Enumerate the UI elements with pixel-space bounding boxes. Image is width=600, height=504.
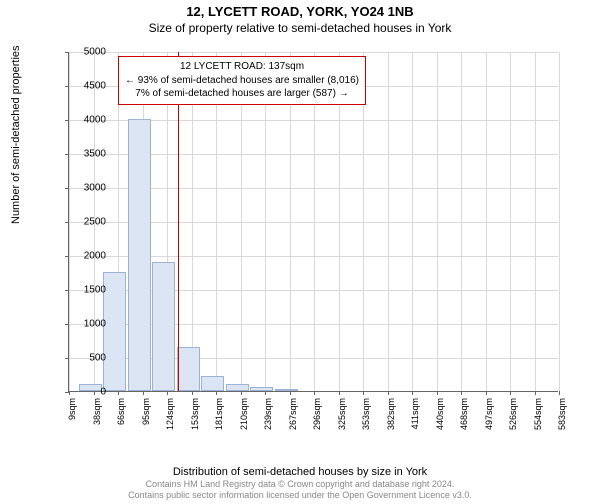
xtick-mark xyxy=(510,391,511,395)
xtick-mark xyxy=(94,391,95,395)
xtick-mark xyxy=(363,391,364,395)
histogram-bar xyxy=(275,389,298,391)
ytick-label: 1000 xyxy=(84,319,106,330)
xtick-label: 153sqm xyxy=(190,398,200,430)
xtick-label: 296sqm xyxy=(312,398,322,430)
xtick-mark xyxy=(241,391,242,395)
ytick-label: 3000 xyxy=(84,183,106,194)
xtick-label: 526sqm xyxy=(508,398,518,430)
xtick-label: 325sqm xyxy=(337,398,347,430)
xtick-mark xyxy=(265,391,266,395)
xtick-mark xyxy=(437,391,438,395)
ytick-label: 2500 xyxy=(84,217,106,228)
histogram-bar xyxy=(103,272,126,391)
ytick-label: 5000 xyxy=(84,47,106,58)
xtick-mark xyxy=(118,391,119,395)
xtick-mark xyxy=(388,391,389,395)
plot-region: 12 LYCETT ROAD: 137sqm← 93% of semi-deta… xyxy=(68,52,558,392)
histogram-bar xyxy=(128,119,151,391)
xtick-label: 239sqm xyxy=(263,398,273,430)
histogram-bar xyxy=(201,376,224,391)
ytick-label: 1500 xyxy=(84,285,106,296)
xtick-label: 181sqm xyxy=(214,398,224,430)
gridline-v xyxy=(437,52,438,391)
xtick-mark xyxy=(339,391,340,395)
xtick-label: 210sqm xyxy=(239,398,249,430)
chart-subtitle: Size of property relative to semi-detach… xyxy=(0,21,600,35)
y-axis-label: Number of semi-detached properties xyxy=(10,45,22,224)
ytick-label: 0 xyxy=(100,387,106,398)
chart-area: 12 LYCETT ROAD: 137sqm← 93% of semi-deta… xyxy=(68,52,558,412)
xtick-label: 554sqm xyxy=(533,398,543,430)
marker-info-box: 12 LYCETT ROAD: 137sqm← 93% of semi-deta… xyxy=(118,56,366,105)
histogram-bar xyxy=(250,387,273,391)
info-box-line: 12 LYCETT ROAD: 137sqm xyxy=(125,60,359,74)
xtick-mark xyxy=(559,391,560,395)
xtick-mark xyxy=(461,391,462,395)
page-title: 12, LYCETT ROAD, YORK, YO24 1NB xyxy=(0,4,600,19)
xtick-mark xyxy=(412,391,413,395)
xtick-mark xyxy=(290,391,291,395)
xtick-label: 353sqm xyxy=(361,398,371,430)
xtick-mark xyxy=(535,391,536,395)
gridline-v xyxy=(412,52,413,391)
gridline-v xyxy=(486,52,487,391)
xtick-label: 38sqm xyxy=(92,398,102,425)
xtick-label: 9sqm xyxy=(67,398,77,420)
histogram-bar xyxy=(152,262,175,391)
footer-attribution: Contains HM Land Registry data © Crown c… xyxy=(0,479,600,504)
xtick-label: 583sqm xyxy=(557,398,567,430)
gridline-v xyxy=(559,52,560,391)
xtick-label: 411sqm xyxy=(410,398,420,429)
xtick-mark xyxy=(167,391,168,395)
xtick-label: 267sqm xyxy=(288,398,298,430)
xtick-mark xyxy=(143,391,144,395)
footer-line: Contains public sector information licen… xyxy=(0,490,600,502)
info-box-line: ← 93% of semi-detached houses are smalle… xyxy=(125,74,359,88)
xtick-label: 382sqm xyxy=(386,398,396,430)
xtick-label: 468sqm xyxy=(459,398,469,430)
ytick-label: 4500 xyxy=(84,81,106,92)
gridline-v xyxy=(69,52,70,391)
gridline-v xyxy=(535,52,536,391)
histogram-bar xyxy=(226,384,249,391)
x-axis-label: Distribution of semi-detached houses by … xyxy=(0,466,600,478)
xtick-mark xyxy=(314,391,315,395)
xtick-label: 66sqm xyxy=(116,398,126,425)
xtick-mark xyxy=(486,391,487,395)
xtick-mark xyxy=(192,391,193,395)
xtick-mark xyxy=(69,391,70,395)
gridline-v xyxy=(461,52,462,391)
xtick-label: 95sqm xyxy=(141,398,151,425)
ytick-label: 2000 xyxy=(84,251,106,262)
footer-line: Contains HM Land Registry data © Crown c… xyxy=(0,479,600,491)
gridline-v xyxy=(388,52,389,391)
xtick-mark xyxy=(216,391,217,395)
xtick-label: 440sqm xyxy=(435,398,445,430)
ytick-label: 3500 xyxy=(84,149,106,160)
xtick-label: 124sqm xyxy=(165,398,175,430)
ytick-label: 4000 xyxy=(84,115,106,126)
gridline-v xyxy=(510,52,511,391)
info-box-line: 7% of semi-detached houses are larger (5… xyxy=(125,87,359,101)
histogram-bar xyxy=(79,384,102,391)
xtick-label: 497sqm xyxy=(484,398,494,430)
histogram-bar xyxy=(177,347,200,391)
ytick-label: 500 xyxy=(89,353,106,364)
